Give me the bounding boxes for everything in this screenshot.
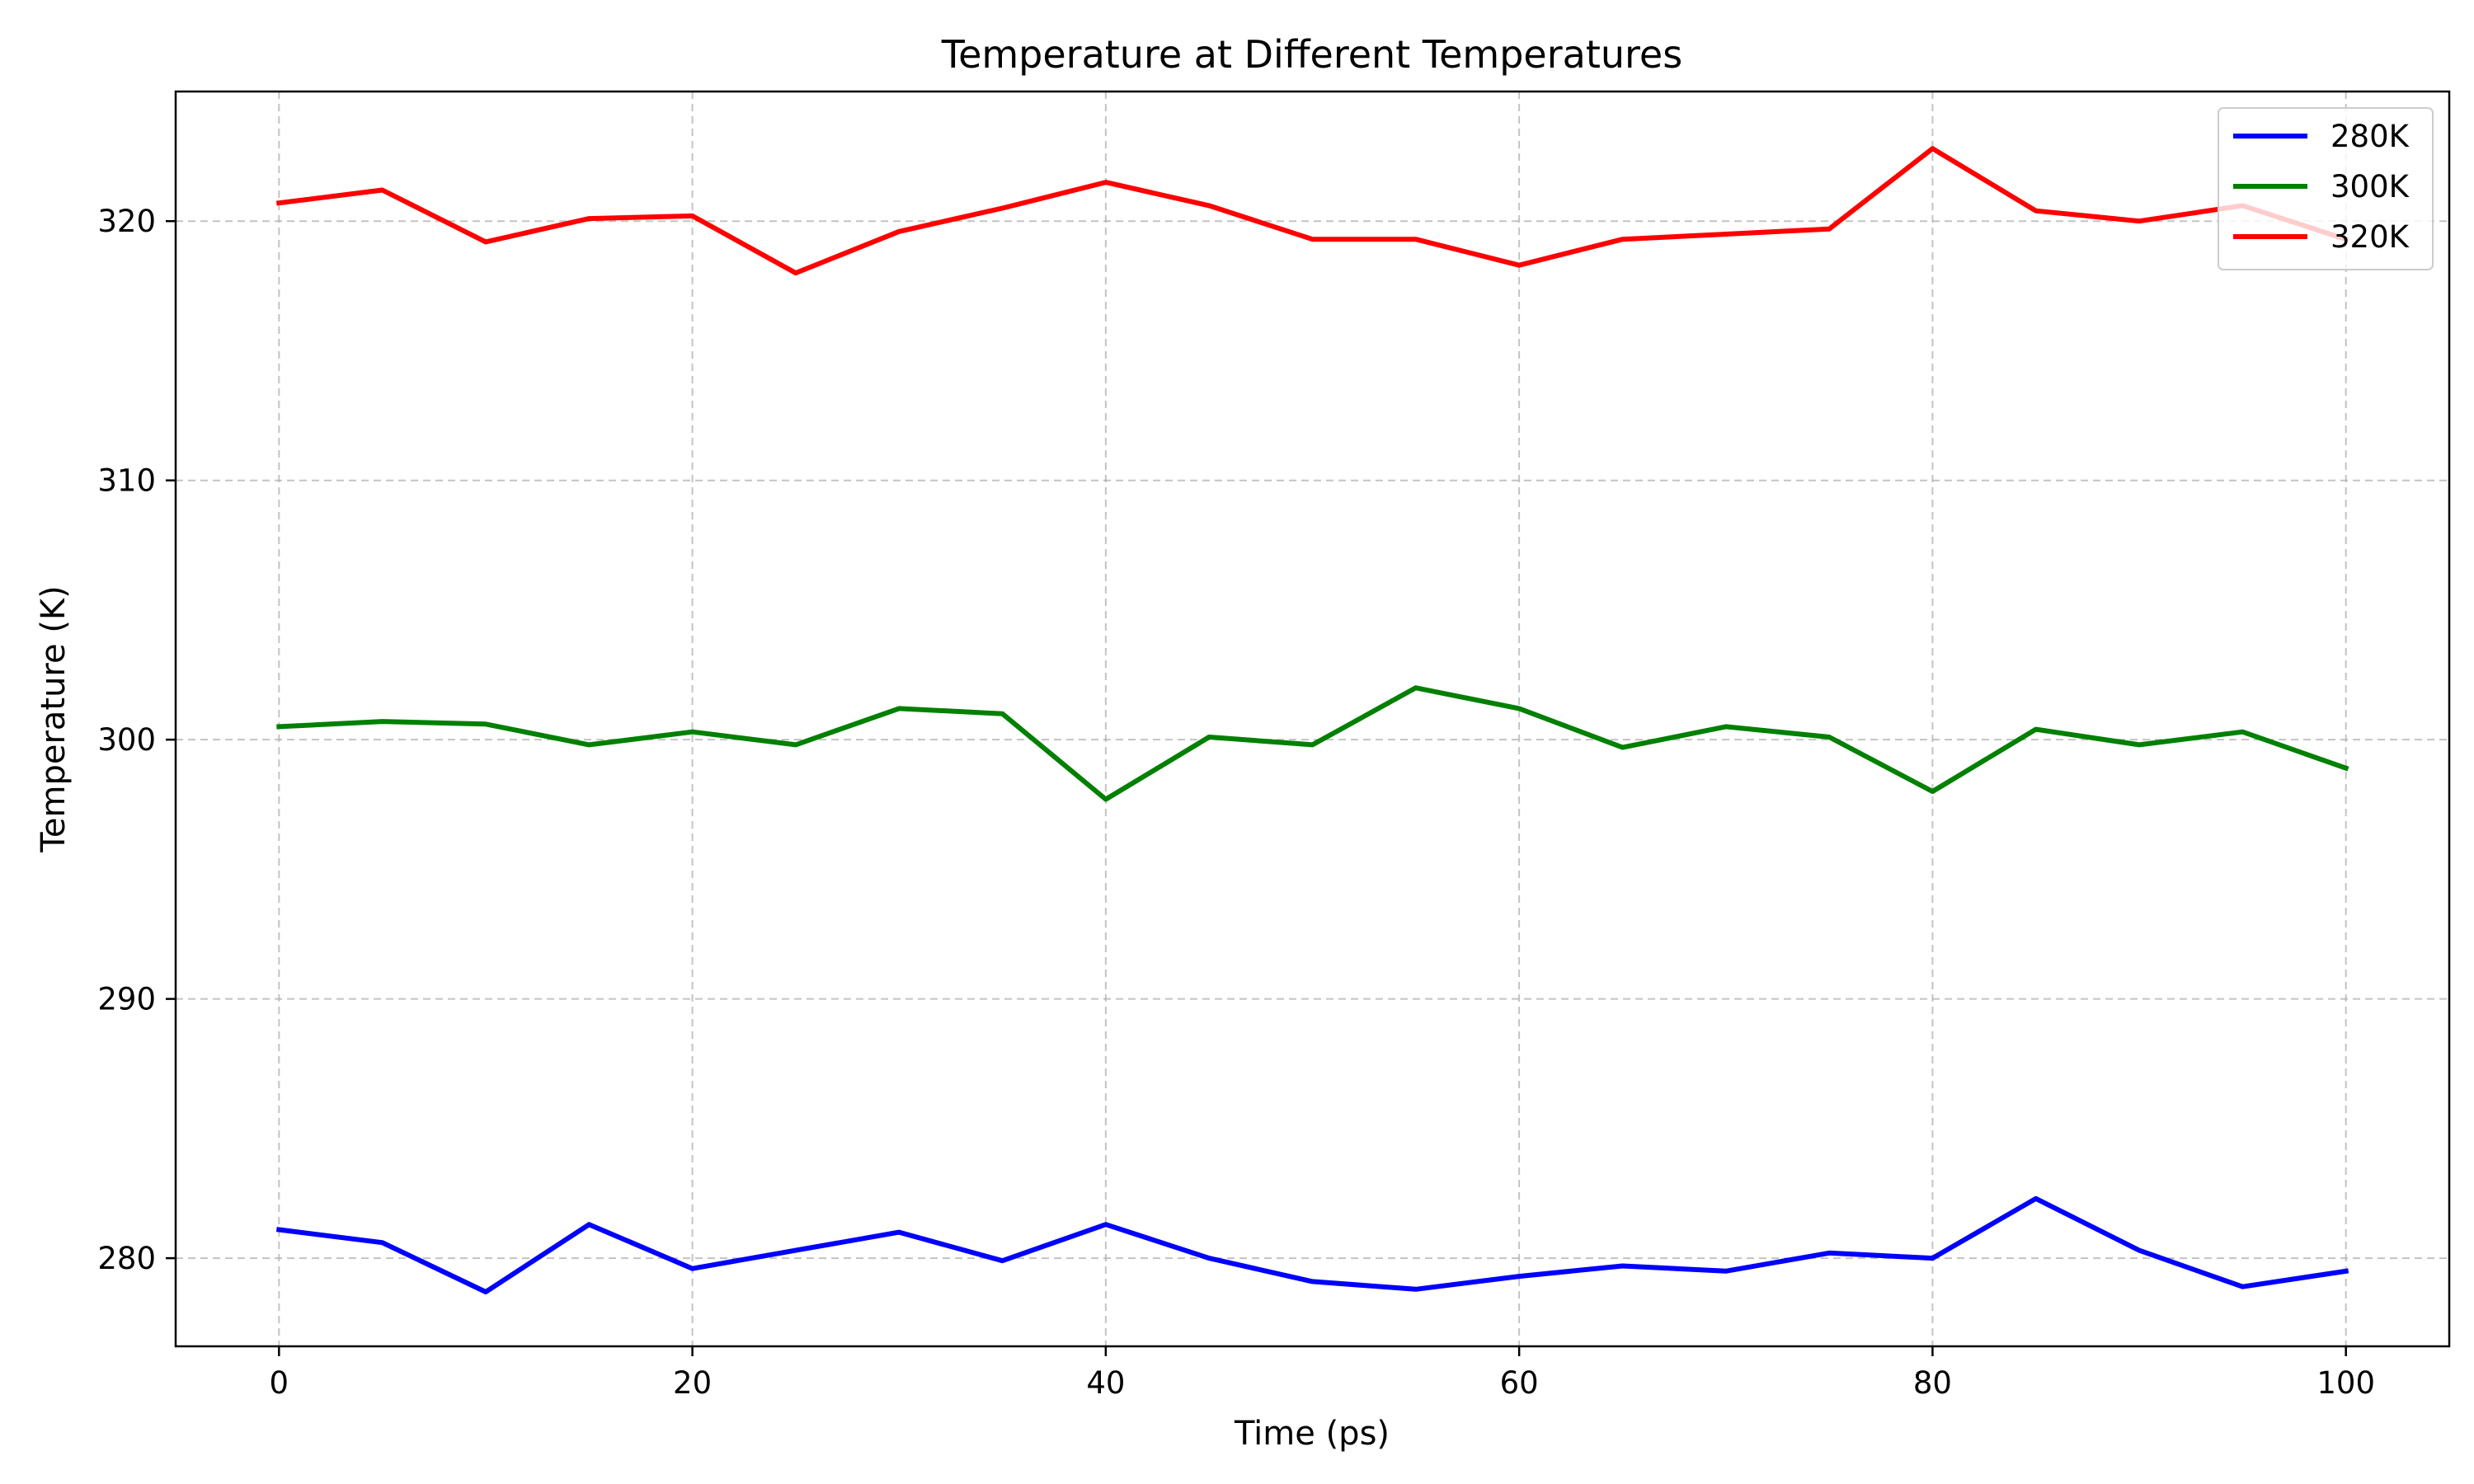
- plot-frame: [174, 90, 2451, 1348]
- x-axis-label: Time (ps): [1234, 1415, 1390, 1453]
- y-axis-ticks: 280 290 300 310 320: [97, 204, 176, 1276]
- x-tick-label: 80: [1913, 1365, 1952, 1401]
- x-tick-label: 60: [1500, 1365, 1539, 1401]
- series-line-280K: [275, 1195, 2349, 1294]
- chart-title: Temperature at Different Temperatures: [941, 32, 1682, 77]
- y-tick-label: 280: [97, 1241, 156, 1276]
- y-tick-label: 310: [97, 463, 156, 499]
- x-tick-label: 40: [1086, 1365, 1125, 1401]
- y-tick-label: 300: [97, 722, 156, 758]
- series-line-300K: [276, 685, 2349, 802]
- y-tick-label: 290: [97, 982, 156, 1017]
- grid: [176, 92, 2449, 1346]
- legend-label-300K: 300K: [2331, 169, 2411, 204]
- y-axis-label: Temperature (K): [35, 585, 73, 853]
- x-tick-label: 20: [673, 1365, 712, 1401]
- legend-label-320K: 320K: [2331, 219, 2411, 255]
- series-lines: [275, 146, 2349, 1294]
- legend-label-280K: 280K: [2331, 119, 2411, 154]
- legend: 280K 300K 320K: [2218, 107, 2434, 270]
- series-line-320K: [275, 146, 2349, 276]
- x-tick-label: 100: [2316, 1365, 2375, 1401]
- x-tick-label: 0: [270, 1365, 289, 1401]
- x-axis-ticks: 0 20 40 60 80 100: [270, 1346, 2375, 1401]
- y-tick-label: 320: [97, 204, 156, 239]
- legend-box: [2218, 107, 2434, 270]
